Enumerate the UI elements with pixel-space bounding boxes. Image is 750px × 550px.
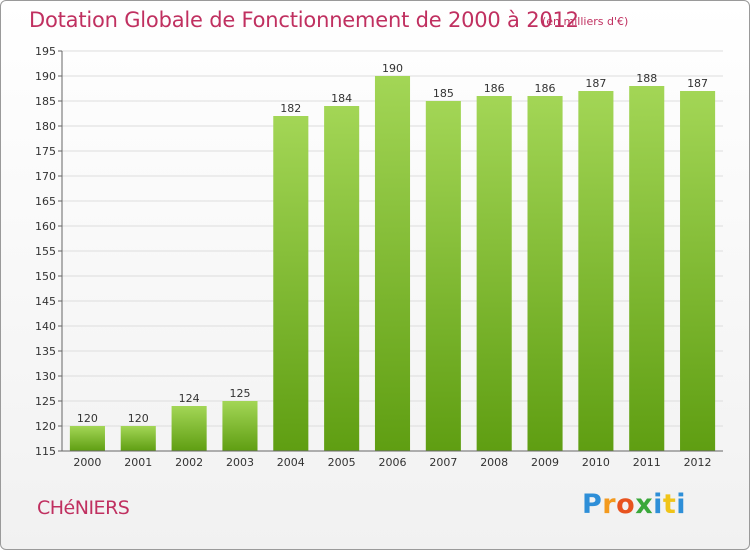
logo-letter: i xyxy=(653,489,663,520)
logo-letter: P xyxy=(582,489,603,520)
bar-2012 xyxy=(680,91,716,451)
bar-2011 xyxy=(629,86,665,451)
data-label-2001: 120 xyxy=(128,412,149,425)
y-tick-label: 170 xyxy=(35,170,56,183)
x-tick-label: 2006 xyxy=(379,456,407,469)
x-tick-label: 2009 xyxy=(531,456,559,469)
y-tick-label: 140 xyxy=(35,320,56,333)
data-labels: 120 120 124 125 182 184 190 185 186 186 187 188 187 xyxy=(77,62,708,425)
y-tick-label: 145 xyxy=(35,295,56,308)
logo-letter: x xyxy=(635,489,654,520)
x-tick-label: 2007 xyxy=(429,456,457,469)
y-tick-label: 115 xyxy=(35,445,56,458)
x-tick-label: 2011 xyxy=(633,456,661,469)
data-label-2010: 187 xyxy=(585,77,606,90)
y-tick-label: 185 xyxy=(35,95,56,108)
y-tick-label: 135 xyxy=(35,345,56,358)
data-label-2003: 125 xyxy=(229,387,250,400)
data-label-2006: 190 xyxy=(382,62,403,75)
bar-2001 xyxy=(120,426,156,451)
y-axis-ticks: 115 120 125 130 135 140 145 150 155 160 165 170 175 1… xyxy=(35,45,62,458)
data-label-2009: 186 xyxy=(535,82,556,95)
y-tick-label: 130 xyxy=(35,370,56,383)
commune-name: CHéNIERS xyxy=(37,497,130,519)
bar-2010 xyxy=(578,91,614,451)
y-tick-label: 180 xyxy=(35,120,56,133)
data-label-2011: 188 xyxy=(636,72,657,85)
bar-2000 xyxy=(69,426,105,451)
chart-subtitle: (en milliers d'€) xyxy=(542,15,629,28)
y-tick-label: 160 xyxy=(35,220,56,233)
bar-2003 xyxy=(222,401,258,451)
x-tick-label: 2004 xyxy=(277,456,305,469)
bar-2007 xyxy=(425,101,461,451)
data-label-2007: 185 xyxy=(433,87,454,100)
x-tick-label: 2003 xyxy=(226,456,254,469)
y-tick-label: 190 xyxy=(35,70,56,83)
data-label-2002: 124 xyxy=(179,392,200,405)
data-label-2008: 186 xyxy=(484,82,505,95)
y-tick-label: 195 xyxy=(35,45,56,58)
data-label-2005: 184 xyxy=(331,92,352,105)
bar-2005 xyxy=(324,106,360,451)
y-tick-label: 155 xyxy=(35,245,56,258)
x-tick-label: 2001 xyxy=(124,456,152,469)
data-label-2000: 120 xyxy=(77,412,98,425)
x-tick-label: 2010 xyxy=(582,456,610,469)
bar-2009 xyxy=(527,96,563,451)
y-tick-label: 125 xyxy=(35,395,56,408)
data-label-2012: 187 xyxy=(687,77,708,90)
logo-letter: i xyxy=(676,489,687,520)
x-tick-label: 2000 xyxy=(73,456,101,469)
y-tick-label: 175 xyxy=(35,145,56,158)
bar-2004 xyxy=(273,116,309,451)
data-label-2004: 182 xyxy=(280,102,301,115)
x-tick-label: 2012 xyxy=(684,456,712,469)
x-tick-label: 2008 xyxy=(480,456,508,469)
y-tick-label: 150 xyxy=(35,270,56,283)
x-tick-label: 2005 xyxy=(328,456,356,469)
bars xyxy=(69,76,716,451)
y-tick-label: 165 xyxy=(35,195,56,208)
chart-title: Dotation Globale de Fonctionnement de 20… xyxy=(29,8,579,32)
proxiti-logo: Proxiti xyxy=(582,489,686,520)
bar-2002 xyxy=(171,406,207,451)
bar-2006 xyxy=(374,76,411,451)
logo-letter: o xyxy=(616,489,636,520)
logo-letter: t xyxy=(662,489,677,520)
x-axis-ticks: 2000 2001 2002 2003 2004 2005 2006 2007 2008 2009… xyxy=(73,456,711,469)
x-tick-label: 2002 xyxy=(175,456,203,469)
axes xyxy=(61,51,723,452)
bar-2008 xyxy=(476,96,512,451)
y-tick-label: 120 xyxy=(35,420,56,433)
logo-letter: r xyxy=(602,489,617,520)
